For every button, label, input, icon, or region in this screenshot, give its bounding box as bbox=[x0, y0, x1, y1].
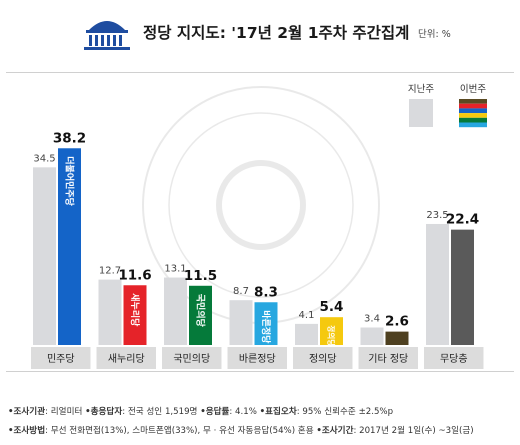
bar-prev-0 bbox=[33, 167, 56, 345]
footer-field-value-0: : 무선 전화면접(13%), 스마트폰앱(33%), 무 · 유선 자동응답(… bbox=[45, 426, 317, 436]
footer-field-value-3: : 95% 신뢰수준 ±2.5%p bbox=[296, 407, 394, 417]
bar-prev-1 bbox=[98, 279, 122, 345]
bar-prev-2 bbox=[164, 277, 187, 345]
category-box-1 bbox=[96, 347, 156, 369]
footer-field-label-3: •표집오차 bbox=[259, 407, 297, 417]
bar-logo-text-2: 국민의당 bbox=[195, 294, 207, 328]
legend-curr-label: 이번주 bbox=[460, 84, 486, 95]
bar-prev-4 bbox=[295, 323, 318, 345]
legend-curr-swatch-0 bbox=[459, 99, 487, 104]
legend-prev-swatch bbox=[409, 99, 433, 127]
category-box-2 bbox=[162, 347, 222, 369]
value-label-curr-3: 8.3 bbox=[254, 284, 278, 300]
footer-field-value-2: : 4.1% bbox=[229, 407, 260, 417]
category-labels: 34.5 38.2 민주당 12.711.6 새누리당 13.111.5 국민의당 8.7 8.… bbox=[31, 130, 484, 386]
footer-field-label-2: •응답률 bbox=[200, 407, 230, 417]
bar-curr-6 bbox=[451, 229, 474, 345]
footer-field-label-1: •총응답자 bbox=[85, 407, 123, 417]
value-label-prev-0: 34.5 bbox=[33, 153, 55, 164]
bar-logo-text-1: 새누리당 bbox=[129, 293, 141, 327]
category-box-4 bbox=[293, 347, 353, 369]
legend-curr-swatch-2 bbox=[459, 108, 487, 114]
bar-logo-text-4: 정의당 bbox=[327, 325, 337, 346]
bar-logo-text-3: 바른정당 bbox=[260, 310, 272, 344]
value-label-prev-6: 23.5 bbox=[426, 210, 448, 221]
bar-curr-1 bbox=[123, 285, 147, 345]
category-box-3 bbox=[227, 347, 287, 369]
bar-curr-5 bbox=[385, 331, 409, 345]
unit-label: 단위: % bbox=[418, 29, 451, 40]
bar-curr-3 bbox=[254, 302, 278, 345]
bar-curr-0 bbox=[58, 148, 81, 345]
national-assembly-logo bbox=[84, 21, 130, 50]
category-label-1: 새누리당 bbox=[108, 353, 145, 365]
legend: 지난주 이번주 bbox=[408, 84, 487, 128]
bar-prev-5 bbox=[360, 327, 384, 345]
bar-curr-4 bbox=[320, 317, 343, 345]
legend-curr-swatch-5 bbox=[459, 122, 487, 128]
chart-panel: 지난주 이번주 더불어민주당 새누리당 국민의당 바른정당 정의당 34.5 38.2 민주당… bbox=[6, 72, 514, 386]
category-label-3: 바른정당 bbox=[239, 353, 276, 365]
footer-line-2: •조사방법: 무선 전화면접(13%), 스마트폰앱(33%), 무 · 유선 … bbox=[8, 424, 474, 436]
category-box-6 bbox=[424, 347, 484, 369]
legend-prev-label: 지난주 bbox=[408, 84, 434, 95]
legend-curr-swatch-4 bbox=[459, 117, 487, 123]
value-label-prev-5: 3.4 bbox=[364, 313, 380, 324]
category-label-2: 국민의당 bbox=[173, 353, 210, 365]
value-label-prev-3: 8.7 bbox=[233, 286, 249, 297]
footer-line-1: •조사기관: 리얼미터 •총응답자: 전국 성인 1,519명 •응답률: 4.… bbox=[8, 405, 393, 417]
value-label-curr-2: 11.5 bbox=[184, 268, 217, 284]
footer-notes: •조사기관: 리얼미터 •총응답자: 전국 성인 1,519명 •응답률: 4.… bbox=[0, 400, 520, 445]
footer-field-label-1: •조사기간 bbox=[316, 426, 354, 436]
legend-curr-swatch-3 bbox=[459, 113, 487, 118]
value-label-prev-2: 13.1 bbox=[164, 264, 186, 275]
value-label-prev-1: 12.7 bbox=[99, 266, 121, 277]
value-label-curr-0: 38.2 bbox=[53, 130, 86, 146]
bar-prev-3 bbox=[229, 300, 253, 345]
value-label-curr-1: 11.6 bbox=[118, 267, 151, 283]
value-label-curr-5: 2.6 bbox=[385, 314, 409, 330]
category-label-6: 무당층 bbox=[440, 353, 468, 365]
bar-curr-2 bbox=[189, 285, 212, 345]
category-label-5: 기타 정당 bbox=[368, 353, 408, 365]
category-box-5 bbox=[358, 347, 418, 369]
footer-field-label-0: •조사방법 bbox=[8, 426, 46, 436]
category-label-0: 민주당 bbox=[47, 353, 75, 365]
bar-logo-text-0: 더불어민주당 bbox=[64, 156, 76, 206]
bar-prev-6 bbox=[426, 223, 449, 345]
footer-field-label-0: •조사기관 bbox=[8, 407, 46, 417]
value-label-curr-4: 5.4 bbox=[320, 299, 344, 315]
category-label-4: 정의당 bbox=[309, 353, 337, 365]
value-label-curr-6: 22.4 bbox=[446, 212, 479, 228]
chart-title: 정당 지지도: '17년 2월 1주차 주간집계 bbox=[143, 24, 410, 42]
header: 정당 지지도: '17년 2월 1주차 주간집계 단위: % bbox=[0, 0, 520, 70]
value-label-prev-4: 4.1 bbox=[299, 310, 315, 321]
category-box-0 bbox=[31, 347, 91, 369]
footer-field-value-1: : 전국 성인 1,519명 bbox=[122, 407, 201, 417]
legend-curr-swatch-1 bbox=[459, 103, 487, 109]
footer-field-value-0: : 리얼미터 bbox=[45, 407, 86, 417]
footer-field-value-1: : 2017년 2월 1일(수) ~3일(금) bbox=[353, 426, 474, 436]
